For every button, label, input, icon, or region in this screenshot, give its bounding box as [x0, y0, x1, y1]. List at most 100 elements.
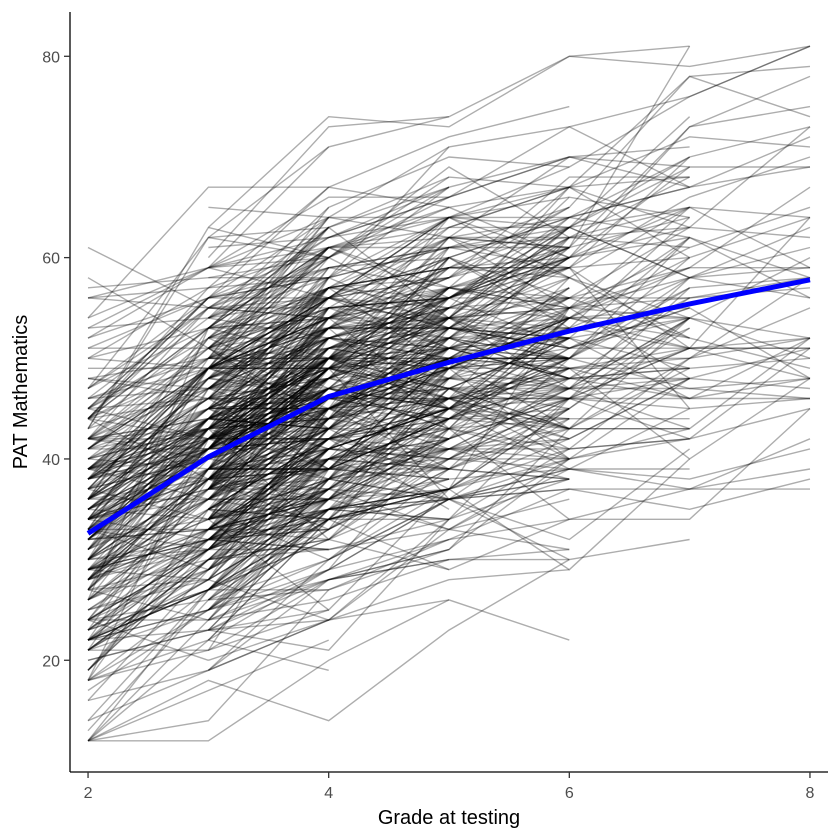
student-trajectory-line — [87, 438, 330, 681]
student-trajectory-line — [207, 407, 570, 510]
student-trajectory-line — [208, 528, 570, 661]
student-trajectory-line — [87, 538, 329, 722]
student-trajectory-line — [87, 569, 209, 651]
student-trajectory-line — [208, 236, 570, 410]
student-trajectory-line — [87, 418, 330, 601]
student-trajectory-line — [87, 357, 570, 611]
student-trajectory-line — [88, 599, 570, 742]
student-trajectory-line — [87, 377, 329, 480]
student-trajectory-line — [208, 377, 329, 430]
student-trajectory-line — [207, 357, 450, 480]
student-trajectory-line — [208, 448, 570, 500]
student-trajectory-line — [208, 45, 811, 269]
student-trajectory-line — [208, 126, 811, 249]
student-trajectory-line — [208, 347, 811, 601]
student-trajectory-line — [87, 357, 329, 520]
student-trajectory-line — [207, 337, 570, 541]
student-trajectory-line — [207, 347, 810, 490]
student-trajectory-line — [208, 307, 570, 430]
student-trajectory-line — [208, 367, 690, 480]
student-trajectory-line — [87, 206, 570, 470]
student-trajectory-line — [207, 438, 330, 541]
student-trajectory-line — [87, 236, 450, 420]
student-trajectory-line — [87, 246, 330, 350]
student-trajectory-line — [87, 448, 330, 621]
student-trajectory-line — [87, 538, 329, 601]
student-trajectory-line — [87, 307, 450, 551]
student-trajectory-line — [87, 418, 209, 480]
student-trajectory-line — [87, 307, 330, 440]
student-trajectory-line — [87, 377, 570, 621]
student-trajectory-line — [87, 297, 570, 571]
student-trajectory-line — [208, 357, 450, 480]
student-trajectory-line — [207, 266, 691, 480]
student-trajectory-line — [208, 267, 570, 430]
student-trajectory-line — [208, 337, 450, 390]
student-trajectory-line — [208, 297, 811, 430]
student-trajectory-line — [87, 428, 209, 480]
student-trajectory-line — [87, 418, 330, 581]
student-trajectory-line — [87, 317, 450, 440]
student-trajectory-line — [87, 367, 570, 571]
student-trajectory-line — [208, 609, 329, 631]
student-trajectory-line — [87, 327, 690, 541]
student-trajectory-line — [87, 317, 329, 450]
student-trajectory-line — [87, 256, 450, 440]
student-trajectory-line — [87, 417, 329, 530]
student-trajectory-line — [87, 559, 209, 671]
student-trajectory-line — [208, 498, 329, 520]
student-trajectory-line — [87, 438, 570, 651]
student-trajectory-line — [207, 246, 570, 440]
student-trajectory-line — [208, 569, 570, 631]
student-trajectory-line — [87, 307, 450, 500]
student-trajectory-line — [87, 478, 329, 651]
student-trajectory-line — [87, 357, 329, 380]
student-trajectory-line — [208, 367, 690, 510]
student-trajectory-line — [87, 277, 570, 581]
student-trajectory-line — [87, 418, 330, 581]
student-trajectory-line — [87, 337, 690, 480]
student-trajectory-line — [87, 357, 570, 510]
student-trajectory-line — [208, 206, 570, 369]
student-trajectory-line — [87, 397, 450, 591]
student-trajectory-line — [208, 377, 450, 460]
student-trajectory-line — [208, 468, 810, 571]
x-tick-label: 8 — [805, 785, 814, 802]
student-trajectory-line — [208, 277, 450, 329]
student-trajectory-line — [208, 297, 450, 319]
student-trajectory-line — [87, 397, 690, 631]
student-trajectory-line — [207, 317, 811, 490]
student-trajectory-line — [208, 337, 811, 541]
student-trajectory-line — [87, 287, 570, 581]
student-trajectory-line — [87, 347, 570, 541]
student-trajectory-line — [87, 397, 329, 581]
student-trajectory-line — [208, 438, 450, 500]
student-trajectory-line — [87, 256, 329, 299]
student-trajectory-line — [87, 287, 330, 470]
student-trajectory-line — [208, 236, 570, 380]
student-trajectory-line — [208, 407, 690, 480]
student-trajectory-line — [87, 246, 690, 470]
student-trajectory-line — [208, 387, 450, 450]
student-trajectory-line — [87, 579, 209, 611]
student-trajectory-line — [87, 216, 329, 339]
student-trajectory-line — [207, 126, 811, 470]
student-trajectory-line — [208, 337, 570, 440]
student-trajectory-line — [207, 216, 570, 400]
student-trajectory-line — [208, 327, 570, 520]
student-trajectory-line — [208, 257, 450, 420]
student-trajectory-line — [208, 417, 570, 510]
student-trajectory-line — [208, 257, 570, 359]
student-trajectory-line — [207, 297, 450, 450]
student-trajectory-line — [87, 317, 329, 480]
student-trajectory-line — [87, 337, 330, 480]
student-trajectory-line — [208, 216, 811, 500]
student-trajectory-line — [87, 397, 450, 581]
student-trajectory-line — [87, 186, 570, 440]
student-trajectory-line — [87, 287, 450, 500]
student-trajectory-line — [208, 387, 329, 430]
student-trajectory-line — [87, 236, 570, 390]
student-trajectory-line — [208, 478, 329, 520]
student-trajectory-line — [208, 65, 811, 390]
student-trajectory-line — [207, 418, 450, 561]
